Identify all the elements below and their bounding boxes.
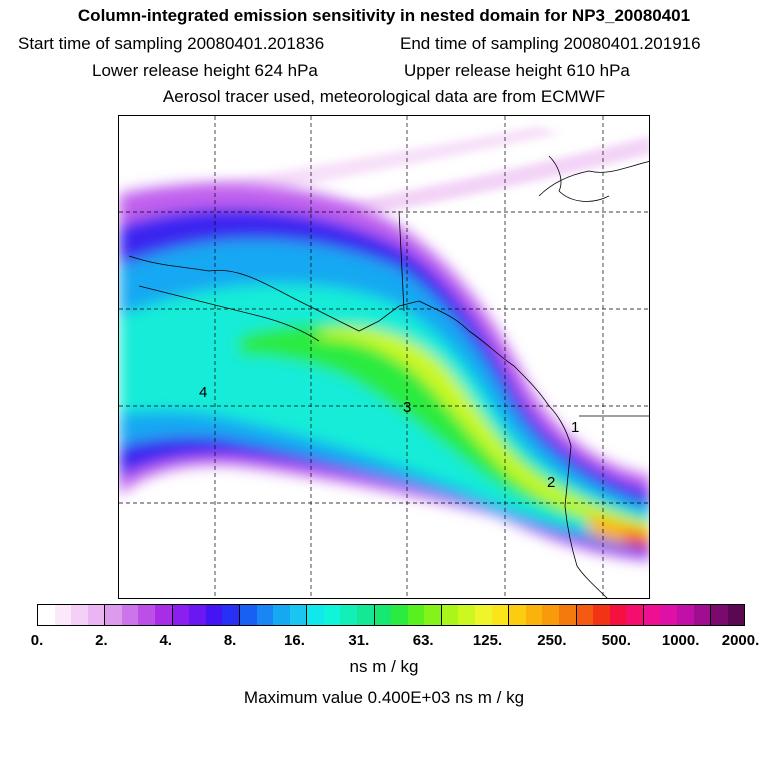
colorbar-swatch: [340, 605, 357, 625]
lat-lon-grid: [119, 116, 649, 598]
colorbar-swatch: [222, 605, 239, 625]
colorbar-tick-label: 0.: [30, 632, 44, 649]
colorbar: [37, 604, 745, 626]
colorbar-tick-label: 8.: [223, 632, 237, 649]
map-title: Column-integrated emission sensitivity i…: [77, 6, 691, 25]
colorbar-swatch: [727, 605, 745, 625]
colorbar-tick-label: 31.: [348, 632, 370, 649]
colorbar-swatch: [508, 605, 526, 625]
colorbar-swatch: [458, 605, 476, 625]
colorbar-swatch: [575, 605, 594, 625]
colorbar-swatch: [104, 605, 122, 625]
colorbar-swatch: [424, 605, 441, 625]
colorbar-swatch: [609, 605, 627, 625]
colorbar-swatch: [138, 605, 156, 625]
colorbar-swatch: [475, 605, 492, 625]
colorbar-swatch: [54, 605, 72, 625]
maximum-value-label: Maximum value 0.400E+03 ns m / kg: [243, 688, 525, 707]
tracer-note: Aerosol tracer used, meteorological data…: [162, 87, 606, 106]
colorbar-swatch: [407, 605, 425, 625]
colorbar-tick-label: 250.: [537, 632, 567, 649]
colorbar-swatch: [440, 605, 459, 625]
colorbar-swatch: [356, 605, 374, 625]
upper-height-label: Upper release height 610 hPa: [404, 61, 630, 80]
colorbar-swatch: [238, 605, 257, 625]
colorbar-tick-label: 125.: [472, 632, 503, 649]
plume-envelope: [119, 183, 649, 561]
colorbar-swatch: [710, 605, 728, 625]
colorbar-swatch: [558, 605, 576, 625]
plume-position-label: 4: [199, 384, 208, 401]
colorbar-tick-label: 16.: [284, 632, 305, 649]
colorbar-swatch: [171, 605, 190, 625]
colorbar-tick-label: 500.: [601, 632, 631, 649]
colorbar-swatch: [205, 605, 223, 625]
map-plot: [119, 116, 649, 598]
colorbar-swatch: [660, 605, 677, 625]
colorbar-swatch: [593, 605, 610, 625]
end-time-label: End time of sampling 20080401.201916: [400, 34, 701, 53]
colorbar-swatch: [306, 605, 324, 625]
colorbar-tick-label: 1000.: [661, 632, 700, 649]
colorbar-swatch: [491, 605, 509, 625]
colorbar-swatch: [87, 605, 105, 625]
lower-height-label: Lower release height 624 hPa: [92, 61, 318, 80]
colorbar-tick-label: 2.: [95, 632, 108, 649]
colorbar-swatch: [121, 605, 139, 625]
start-time-label: Start time of sampling 20080401.201836: [18, 34, 325, 53]
colorbar-swatch: [289, 605, 307, 625]
colorbar-swatch: [256, 605, 274, 625]
colorbar-swatch: [542, 605, 559, 625]
colorbar-swatch: [71, 605, 88, 625]
colorbar-swatch: [155, 605, 172, 625]
colorbar-swatch: [642, 605, 661, 625]
colorbar-tick-label: 4.: [159, 632, 172, 649]
plume-position-label: 3: [403, 399, 412, 416]
colorbar-swatch: [693, 605, 711, 625]
colorbar-swatch: [626, 605, 643, 625]
colorbar-units: ns m / kg: [349, 657, 419, 676]
coastlines: [128, 155, 649, 598]
colorbar-swatch: [323, 605, 341, 625]
colorbar-swatch: [189, 605, 206, 625]
sensitivity-map: 4 3 2 1: [118, 115, 650, 599]
colorbar-swatch: [391, 605, 408, 625]
colorbar-swatch: [273, 605, 290, 625]
colorbar-swatch: [676, 605, 694, 625]
plume-position-label: 1: [571, 419, 580, 436]
colorbar-swatch: [373, 605, 392, 625]
colorbar-swatch: [525, 605, 543, 625]
plume-position-label: 2: [547, 474, 556, 491]
colorbar-tick-label: 63.: [412, 632, 434, 649]
colorbar-swatch: [38, 605, 55, 625]
colorbar-tick-label: 2000.: [721, 632, 760, 649]
